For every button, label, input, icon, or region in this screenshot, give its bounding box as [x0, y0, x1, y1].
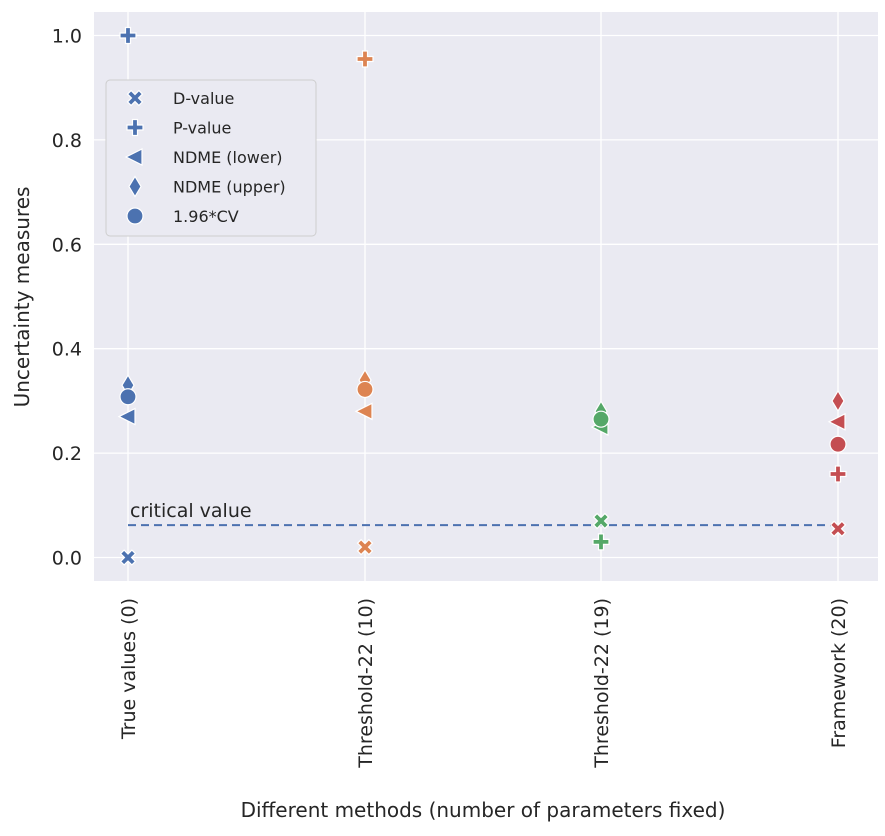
x-tick-label: Threshold-22 (19): [591, 598, 613, 769]
x-tick-label: Framework (20): [828, 598, 850, 748]
legend-marker: [128, 175, 142, 198]
grid-layer: [94, 12, 878, 581]
point-p-value: [356, 50, 374, 68]
point-p-value: [829, 465, 847, 483]
y-ticks: 0.0 0.2 0.4 0.6 0.8 1.0: [52, 25, 82, 569]
x-axis-label: Different methods (number of parameters …: [241, 798, 726, 822]
data-points: [117, 26, 847, 566]
x-tick-label: True values (0): [118, 598, 140, 740]
y-axis-label: Uncertainty measures: [10, 187, 34, 408]
point-d-value: [356, 538, 374, 556]
point-1-96-cv: [592, 410, 610, 428]
point-d-value: [119, 549, 137, 566]
critical-value-line-group: critical value: [128, 500, 838, 527]
legend-label: D-value: [173, 89, 234, 108]
point-ndme-lower: [117, 407, 136, 426]
point-1-96-cv: [356, 380, 374, 399]
point-ndme-upper: [831, 389, 845, 413]
y-tick-label: 0.8: [52, 130, 82, 152]
legend-label: NDME (upper): [173, 178, 286, 197]
legend-frame: [105, 79, 317, 237]
legend-marker: [126, 89, 144, 107]
point-d-value: [592, 512, 610, 530]
point-p-value: [119, 26, 137, 45]
point-ndme-lower: [354, 402, 373, 421]
y-tick-label: 0.0: [52, 548, 82, 570]
critical-value-label: critical value: [130, 500, 252, 522]
legend-label: P-value: [173, 119, 231, 138]
legend-label: 1.96*CV: [173, 207, 239, 226]
point-1-96-cv: [119, 388, 137, 406]
y-tick-label: 0.2: [52, 443, 82, 465]
y-tick-label: 1.0: [52, 25, 82, 47]
y-tick-label: 0.4: [52, 339, 82, 361]
point-p-value: [592, 533, 610, 551]
point-ndme-lower: [827, 412, 846, 431]
legend-marker: [126, 118, 144, 137]
point-d-value: [829, 520, 847, 538]
legend-marker: [124, 148, 143, 166]
x-ticks: True values (0) Threshold-22 (10) Threshol…: [118, 598, 850, 769]
x-tick-label: Threshold-22 (10): [355, 598, 377, 769]
legend-label: NDME (lower): [173, 148, 283, 167]
legend: D-value P-value NDME (lower) NDME (upper) 1.…: [105, 79, 317, 237]
legend-marker: [126, 207, 144, 225]
point-1-96-cv: [829, 435, 847, 453]
y-tick-label: 0.6: [52, 234, 82, 256]
